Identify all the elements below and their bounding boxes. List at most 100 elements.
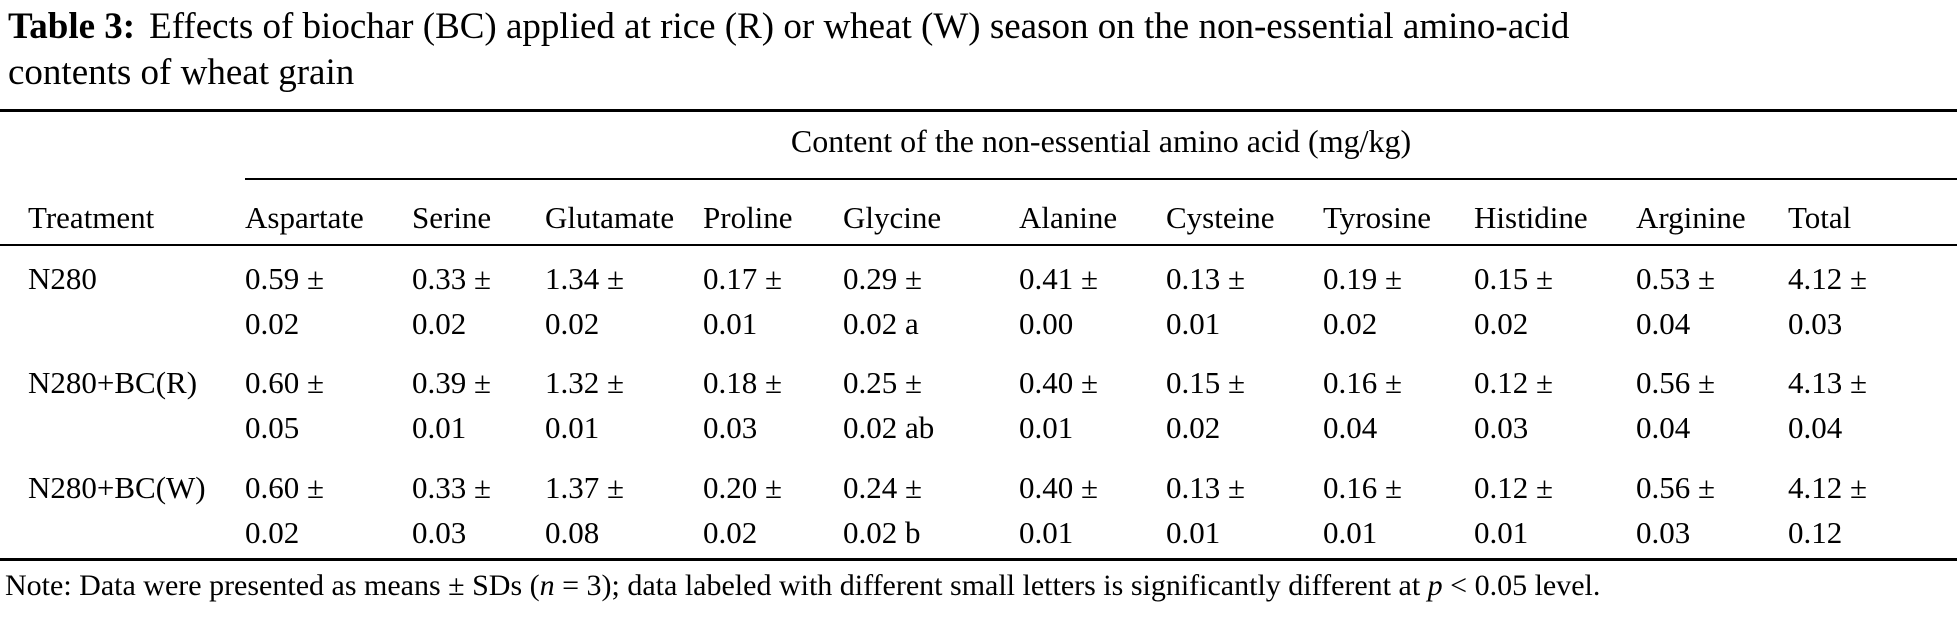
span-header: Content of the non-essential amino acid …	[245, 110, 1957, 180]
sd-value: 0.02	[703, 514, 758, 550]
mean-value: 0.19 ±	[1323, 260, 1403, 296]
sd-value: 0.03	[1474, 409, 1529, 445]
column-header-serine: Serine	[412, 178, 545, 246]
sd-value: 0.02 b	[843, 514, 921, 550]
mean-value: 0.15 ±	[1166, 364, 1246, 400]
mean-value: 1.37 ±	[545, 469, 625, 505]
value-cell-cysteine: 0.15 ± 0.02	[1166, 350, 1323, 455]
footnote-n-symbol: n	[539, 569, 555, 602]
sd-value: 0.01	[1166, 305, 1221, 341]
sd-value: 0.02	[412, 305, 467, 341]
mean-value: 0.15 ±	[1474, 260, 1554, 296]
footnote-text-2: = 3); data labeled with different small …	[554, 569, 1428, 602]
mean-value: 0.12 ±	[1474, 469, 1554, 505]
sd-value: 0.03	[703, 409, 758, 445]
mean-value: 0.56 ±	[1636, 364, 1716, 400]
value-cell-alanine: 0.40 ± 0.01	[1019, 455, 1166, 560]
sd-value: 0.01	[1019, 409, 1074, 445]
value-cell-serine: 0.39 ± 0.01	[412, 350, 545, 455]
value-cell-total: 4.12 ± 0.03	[1788, 245, 1957, 350]
sd-value: 0.04	[1636, 305, 1691, 341]
sd-value: 0.08	[545, 514, 600, 550]
column-header-tyrosine: Tyrosine	[1323, 178, 1474, 246]
value-cell-glycine: 0.25 ± 0.02 ab	[843, 350, 1019, 455]
value-cell-arginine: 0.56 ± 0.03	[1636, 455, 1788, 560]
value-cell-aspartate: 0.59 ± 0.02	[245, 245, 412, 350]
sd-value: 0.01	[1166, 514, 1221, 550]
sd-value: 0.02 a	[843, 305, 919, 341]
mean-value: 0.20 ±	[703, 469, 783, 505]
table-row: N280 0.59 ± 0.02 0.33 ± 0.02 1.34 ± 0.02 0.17 ±…	[0, 245, 1957, 350]
mean-value: 4.12 ±	[1788, 260, 1868, 296]
mean-value: 0.12 ±	[1474, 364, 1554, 400]
mean-value: 0.16 ±	[1323, 364, 1403, 400]
mean-value: 0.33 ±	[412, 469, 492, 505]
value-cell-histidine: 0.15 ± 0.02	[1474, 245, 1636, 350]
sd-value: 0.02	[245, 514, 300, 550]
sd-value: 0.03	[1636, 514, 1691, 550]
column-header-histidine: Histidine	[1474, 178, 1636, 246]
sd-value: 0.00	[1019, 305, 1074, 341]
mean-value: 0.60 ±	[245, 364, 325, 400]
value-cell-glutamate: 1.32 ± 0.01	[545, 350, 703, 455]
value-cell-histidine: 0.12 ± 0.01	[1474, 455, 1636, 560]
value-cell-serine: 0.33 ± 0.03	[412, 455, 545, 560]
value-cell-serine: 0.33 ± 0.02	[412, 245, 545, 350]
sd-value: 0.04	[1788, 409, 1843, 445]
mean-value: 4.13 ±	[1788, 364, 1868, 400]
column-header-alanine: Alanine	[1019, 178, 1166, 246]
value-cell-glycine: 0.29 ± 0.02 a	[843, 245, 1019, 350]
value-cell-tyrosine: 0.16 ± 0.01	[1323, 455, 1474, 560]
value-cell-tyrosine: 0.16 ± 0.04	[1323, 350, 1474, 455]
value-cell-cysteine: 0.13 ± 0.01	[1166, 455, 1323, 560]
mean-value: 0.53 ±	[1636, 260, 1716, 296]
table-head: Content of the non-essential amino acid …	[0, 110, 1957, 246]
column-header-proline: Proline	[703, 178, 843, 246]
mean-value: 0.13 ±	[1166, 260, 1246, 296]
sd-value: 0.04	[1636, 409, 1691, 445]
sd-value: 0.05	[245, 409, 300, 445]
treatment-cell: N280+BC(R)	[28, 364, 198, 400]
mean-value: 1.34 ±	[545, 260, 625, 296]
column-header-arginine: Arginine	[1636, 178, 1788, 246]
table-caption-label: Table 3:	[8, 6, 136, 47]
mean-value: 0.40 ±	[1019, 469, 1099, 505]
value-cell-alanine: 0.41 ± 0.00	[1019, 245, 1166, 350]
column-header-cysteine: Cysteine	[1166, 178, 1323, 246]
value-cell-proline: 0.17 ± 0.01	[703, 245, 843, 350]
sd-value: 0.01	[545, 409, 600, 445]
mean-value: 0.25 ±	[843, 364, 923, 400]
mean-value: 0.39 ±	[412, 364, 492, 400]
sd-value: 0.01	[1474, 514, 1529, 550]
amino-acid-table: Content of the non-essential amino acid …	[0, 109, 1957, 561]
footnote: Note: Data were presented as means ± SDs…	[0, 561, 1957, 605]
value-cell-proline: 0.20 ± 0.02	[703, 455, 843, 560]
sd-value: 0.02	[245, 305, 300, 341]
table-caption-line1: Effects of biochar (BC) applied at rice …	[149, 6, 1570, 47]
column-header-row: Treatment Aspartate Serine Glutamate Proline…	[0, 178, 1957, 246]
sd-value: 0.01	[1323, 514, 1378, 550]
table-caption: Table 3: Effects of biochar (BC) applied …	[0, 0, 1957, 96]
sd-value: 0.02	[1323, 305, 1378, 341]
sd-value: 0.03	[412, 514, 467, 550]
mean-value: 1.32 ±	[545, 364, 625, 400]
value-cell-alanine: 0.40 ± 0.01	[1019, 350, 1166, 455]
sd-value: 0.03	[1788, 305, 1843, 341]
value-cell-total: 4.12 ± 0.12	[1788, 455, 1957, 560]
value-cell-tyrosine: 0.19 ± 0.02	[1323, 245, 1474, 350]
mean-value: 0.59 ±	[245, 260, 325, 296]
sd-value: 0.01	[703, 305, 758, 341]
value-cell-histidine: 0.12 ± 0.03	[1474, 350, 1636, 455]
mean-value: 0.17 ±	[703, 260, 783, 296]
span-header-spacer	[0, 111, 245, 179]
value-cell-arginine: 0.56 ± 0.04	[1636, 350, 1788, 455]
mean-value: 0.41 ±	[1019, 260, 1099, 296]
sd-value: 0.04	[1323, 409, 1378, 445]
mean-value: 0.40 ±	[1019, 364, 1099, 400]
table-body: N280 0.59 ± 0.02 0.33 ± 0.02 1.34 ± 0.02 0.17 ±…	[0, 245, 1957, 560]
sd-value: 0.01	[412, 409, 467, 445]
value-cell-aspartate: 0.60 ± 0.05	[245, 350, 412, 455]
value-cell-total: 4.13 ± 0.04	[1788, 350, 1957, 455]
table-row: N280+BC(W) 0.60 ± 0.02 0.33 ± 0.03 1.37 ± 0.08…	[0, 455, 1957, 560]
